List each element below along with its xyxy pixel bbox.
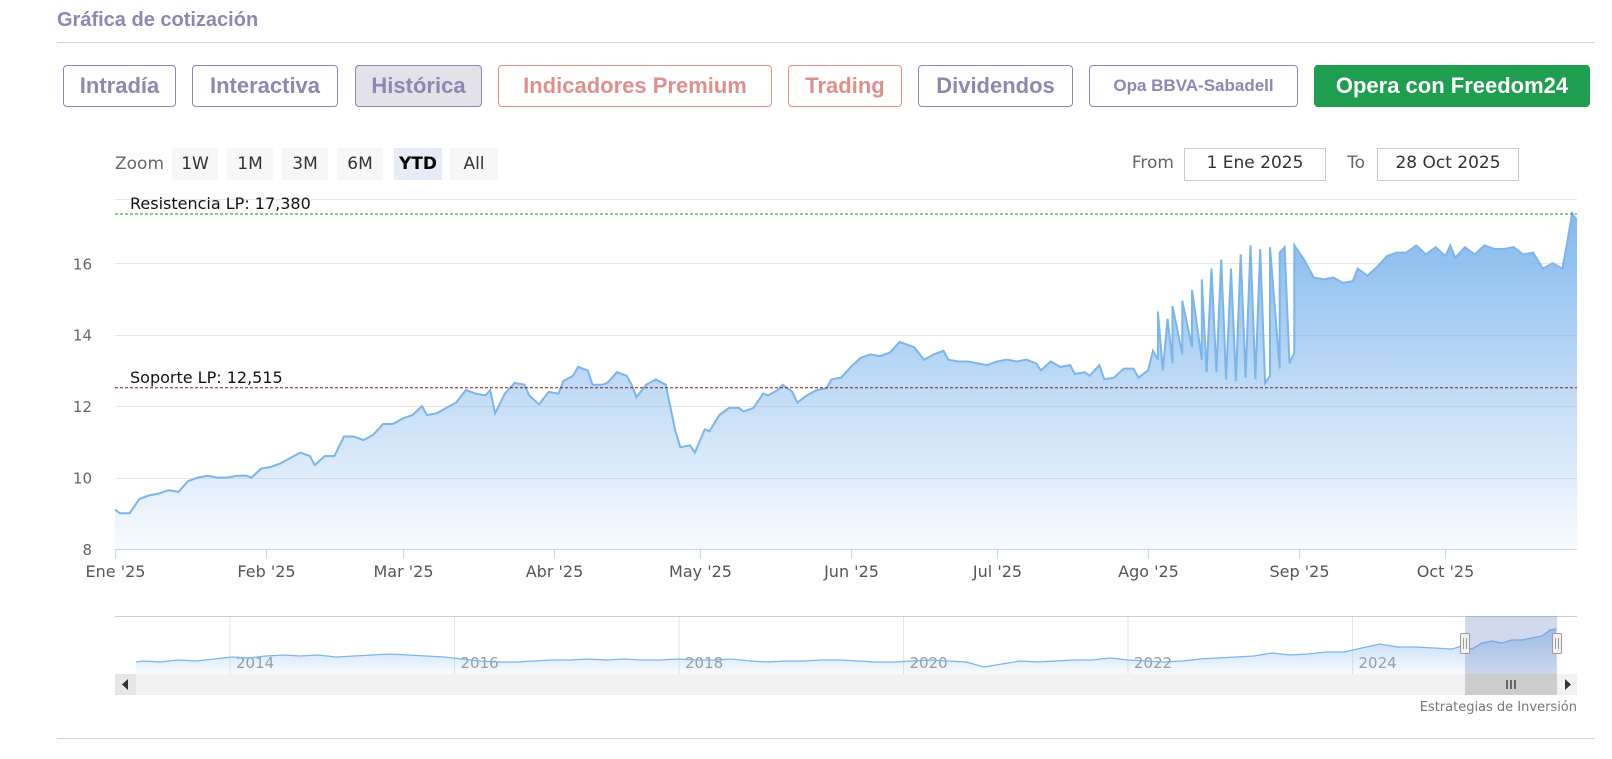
x-tick-label: Jun '25 (823, 562, 879, 581)
x-tick-label: Sep '25 (1270, 562, 1330, 581)
zoom-label: Zoom (115, 154, 164, 174)
tab-intradia[interactable]: Intradía (63, 65, 176, 107)
x-tick-label: May '25 (669, 562, 732, 581)
x-tick-label: Ene '25 (86, 562, 146, 581)
y-tick-label: 12 (73, 398, 92, 416)
tab-historica[interactable]: Histórica (355, 65, 482, 107)
range-button-3m[interactable]: 3M (282, 148, 328, 180)
range-button-1m-label: 1M (237, 154, 262, 174)
chevron-left-icon (122, 679, 128, 690)
tab-indicadores-premium[interactable]: Indicadores Premium (498, 65, 772, 107)
navigator-handle-left[interactable] (1460, 633, 1470, 654)
tab-dividendos[interactable]: Dividendos (918, 65, 1073, 107)
range-button-1m[interactable]: 1M (227, 148, 273, 180)
chart-svg: Zoom 1W 1M 3M 6M YTD All From 1 Ene 202 (73, 148, 1578, 715)
y-tick-label: 8 (82, 541, 92, 559)
price-chart: Zoom 1W 1M 3M 6M YTD All From 1 Ene 202 (0, 130, 1612, 740)
y-tick-label: 16 (73, 255, 92, 273)
from-label: From (1132, 153, 1174, 173)
to-date-value: 28 Oct 2025 (1395, 153, 1500, 173)
price-line (114, 210, 1578, 515)
range-button-3m-label: 3M (292, 154, 317, 174)
x-tick-label: Abr '25 (526, 562, 584, 581)
navigator-area (136, 629, 1556, 675)
to-date-input[interactable]: 28 Oct 2025 (1377, 148, 1519, 181)
tab-opa-bbva-sabadell[interactable]: Opa BBVA-Sabadell (1089, 65, 1298, 107)
to-label: To (1346, 153, 1365, 173)
range-button-6m-label: 6M (347, 154, 372, 174)
range-button-1w-label: 1W (181, 154, 209, 174)
series-layer (114, 210, 1578, 550)
x-axis: Ene '25 Feb '25 Mar '25 Abr '25 May '25 Jun '… (86, 549, 1577, 581)
from-date-value: 1 Ene 2025 (1207, 153, 1304, 173)
navigator[interactable]: 201420162018202020222024 (115, 616, 1577, 675)
navigator-line (135, 628, 1557, 668)
navigator-selection[interactable] (1465, 616, 1557, 674)
tab-trading[interactable]: Trading (788, 65, 902, 107)
x-tick-label: Oct '25 (1417, 562, 1475, 581)
resistance-label: Resistencia LP: 17,380 (130, 194, 311, 213)
chevron-right-icon (1565, 679, 1571, 690)
title-divider (57, 42, 1595, 43)
range-button-ytd[interactable]: YTD (394, 148, 442, 180)
range-button-6m[interactable]: 6M (337, 148, 383, 180)
range-button-all-label: All (463, 154, 484, 174)
x-tick-label: Mar '25 (373, 562, 433, 581)
y-tick-label: 14 (73, 327, 92, 345)
scrollbar-track[interactable] (115, 674, 1577, 695)
from-date-input[interactable]: 1 Ene 2025 (1184, 148, 1326, 181)
y-tick-label: 10 (73, 470, 92, 488)
navigator-scrollbar[interactable] (115, 674, 1577, 695)
page-title: Gráfica de cotización (57, 9, 259, 31)
range-button-all[interactable]: All (450, 148, 498, 180)
grip-icon (1506, 680, 1516, 689)
price-area (115, 213, 1577, 550)
x-tick-label: Jul '25 (972, 562, 1022, 581)
range-button-1w[interactable]: 1W (172, 148, 218, 180)
x-tick-label: Feb '25 (237, 562, 295, 581)
tab-interactiva[interactable]: Interactiva (192, 65, 338, 107)
range-button-ytd-label: YTD (398, 154, 437, 174)
plot-lines: Resistencia LP: 17,380 Soporte LP: 12,515 (115, 194, 1577, 389)
section-divider (57, 738, 1595, 739)
navigator-handle-right[interactable] (1552, 633, 1562, 654)
x-tick-label: Ago '25 (1118, 562, 1179, 581)
support-label: Soporte LP: 12,515 (130, 368, 283, 387)
chart-credits[interactable]: Estrategias de Inversión (1420, 700, 1577, 715)
freedom24-button[interactable]: Opera con Freedom24 (1314, 65, 1590, 107)
y-axis: 8 10 12 14 16 (73, 255, 92, 559)
